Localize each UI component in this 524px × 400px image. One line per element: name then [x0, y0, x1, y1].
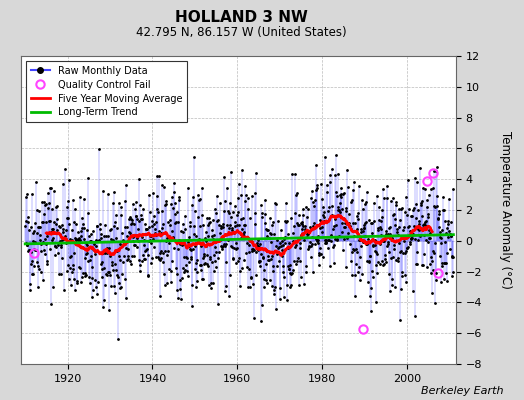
- Text: HOLLAND 3 NW: HOLLAND 3 NW: [174, 10, 308, 25]
- Y-axis label: Temperature Anomaly (°C): Temperature Anomaly (°C): [499, 131, 512, 289]
- Legend: Raw Monthly Data, Quality Control Fail, Five Year Moving Average, Long-Term Tren: Raw Monthly Data, Quality Control Fail, …: [26, 61, 187, 122]
- Text: 42.795 N, 86.157 W (United States): 42.795 N, 86.157 W (United States): [136, 26, 346, 39]
- Text: Berkeley Earth: Berkeley Earth: [421, 386, 503, 396]
